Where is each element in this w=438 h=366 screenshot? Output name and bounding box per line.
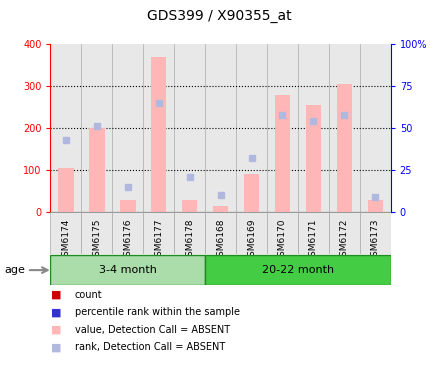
Bar — [336, 84, 351, 212]
Bar — [212, 206, 228, 212]
Text: count: count — [74, 290, 102, 300]
Bar — [266, 212, 297, 254]
Text: GSM6177: GSM6177 — [154, 219, 163, 262]
Text: 3-4 month: 3-4 month — [99, 265, 156, 275]
Text: GSM6169: GSM6169 — [247, 219, 255, 262]
Text: ■: ■ — [50, 307, 61, 317]
Bar — [81, 212, 112, 254]
Text: GSM6168: GSM6168 — [215, 219, 225, 262]
Text: GSM6172: GSM6172 — [339, 219, 348, 262]
Bar — [359, 212, 390, 254]
Text: GSM6176: GSM6176 — [123, 219, 132, 262]
Text: percentile rank within the sample: percentile rank within the sample — [74, 307, 239, 317]
Text: ■: ■ — [50, 342, 61, 352]
Bar — [81, 44, 112, 212]
Bar — [58, 168, 74, 212]
Text: rank, Detection Call = ABSENT: rank, Detection Call = ABSENT — [74, 342, 224, 352]
Bar — [205, 212, 236, 254]
Bar — [367, 201, 382, 212]
Text: ■: ■ — [50, 325, 61, 335]
Text: value, Detection Call = ABSENT: value, Detection Call = ABSENT — [74, 325, 229, 335]
Bar — [50, 44, 81, 212]
Bar — [359, 44, 390, 212]
Bar — [236, 212, 266, 254]
Bar — [181, 200, 197, 212]
Bar — [205, 44, 236, 212]
Text: GSM6171: GSM6171 — [308, 219, 317, 262]
Bar — [143, 44, 174, 212]
Bar — [297, 212, 328, 254]
Bar — [266, 44, 297, 212]
Bar — [151, 57, 166, 212]
Bar — [205, 255, 390, 285]
Text: ■: ■ — [50, 290, 61, 300]
Bar — [174, 212, 205, 254]
Bar — [328, 212, 359, 254]
Bar — [297, 44, 328, 212]
Text: GSM6173: GSM6173 — [370, 219, 379, 262]
Bar — [50, 255, 205, 285]
Text: GDS399 / X90355_at: GDS399 / X90355_at — [147, 10, 291, 23]
Bar — [328, 44, 359, 212]
Text: GSM6178: GSM6178 — [185, 219, 194, 262]
Text: age: age — [4, 265, 25, 275]
Bar — [243, 175, 259, 212]
Text: 20-22 month: 20-22 month — [261, 265, 333, 275]
Bar — [143, 212, 174, 254]
Bar — [305, 105, 320, 212]
Bar — [89, 128, 104, 212]
Text: GSM6174: GSM6174 — [61, 219, 70, 262]
Bar — [112, 44, 143, 212]
Bar — [274, 95, 290, 212]
Bar — [174, 44, 205, 212]
Bar — [236, 44, 266, 212]
Bar — [50, 212, 81, 254]
Text: GSM6175: GSM6175 — [92, 219, 101, 262]
Bar — [112, 212, 143, 254]
Text: GSM6170: GSM6170 — [277, 219, 286, 262]
Bar — [120, 201, 135, 212]
